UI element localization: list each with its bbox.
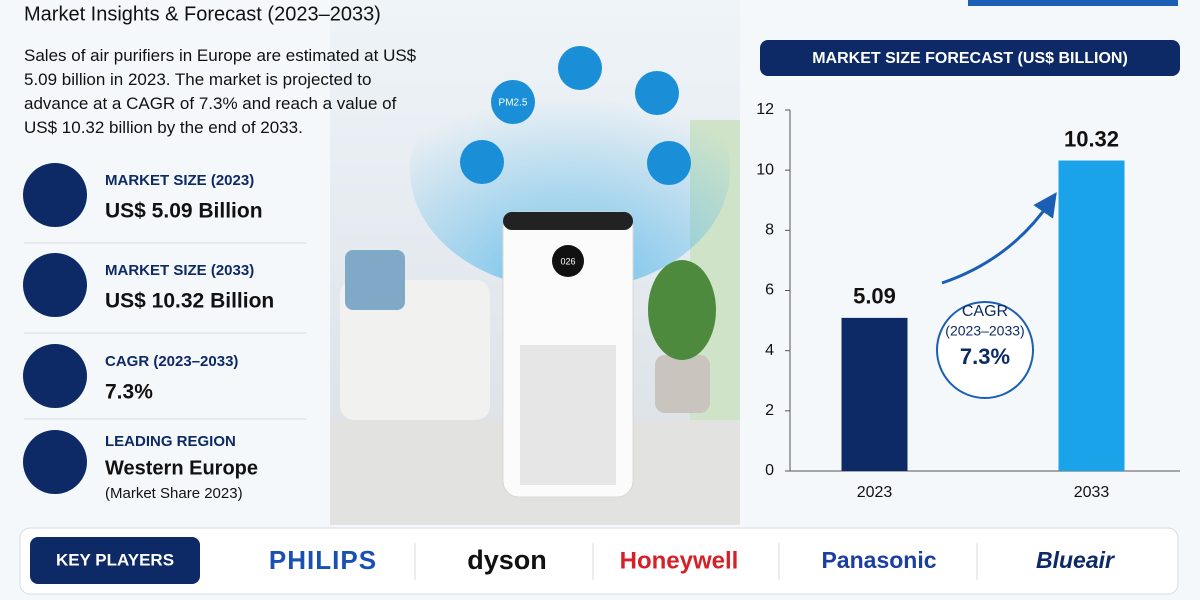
stat-label: MARKET SIZE (2033): [105, 262, 254, 279]
y-tick-label: 2: [765, 402, 774, 419]
icon-leaf: [635, 71, 679, 115]
display: [552, 245, 584, 277]
stat-icon: [23, 163, 87, 227]
stat-value: Western Europe: [105, 457, 258, 479]
player-logo: dyson: [467, 545, 547, 575]
player-logo: Panasonic: [821, 547, 936, 573]
display-text: 026: [560, 256, 575, 266]
growth-arrow: [941, 192, 1057, 285]
cushion: [345, 250, 405, 310]
purifier-grille: [520, 345, 616, 485]
brand-strip: [968, 0, 1178, 6]
chart: MARKET SIZE FORECAST (US$ BILLION) CAGR …: [756, 40, 1180, 501]
bar: [841, 317, 908, 471]
stat-value: US$ 10.32 Billion: [105, 290, 274, 313]
y-tick-label: 8: [765, 222, 774, 239]
x-tick-label: 2033: [1074, 484, 1110, 501]
players-label: KEY PLAYERS: [56, 550, 174, 569]
stat-icon: [23, 253, 87, 317]
page-title: Market Insights & Forecast (2023–2033): [24, 3, 381, 25]
y-tick-label: 10: [756, 161, 774, 178]
value-label: 5.09: [853, 284, 896, 309]
stat-icon: [23, 344, 87, 408]
y-tick-label: 4: [765, 342, 774, 359]
y-tick-label: 0: [765, 462, 774, 479]
purifier-top: [503, 212, 633, 230]
cagr-value: 7.3%: [960, 344, 1010, 369]
icon-building: [558, 46, 602, 90]
icon-wave: [647, 141, 691, 185]
chart-title-bg: [760, 40, 1180, 76]
cagr-period: (2023–2033): [945, 323, 1024, 339]
stat-value: US$ 5.09 Billion: [105, 200, 263, 223]
players-label-bg: [30, 537, 200, 584]
icon-pm-text: PM2.5: [499, 98, 528, 109]
stat-value: 7.3%: [105, 381, 153, 404]
cagr-title: CAGR: [962, 303, 1008, 320]
stats: MARKET SIZE (2023) US$ 5.09 Billion MARK…: [23, 163, 307, 502]
stat-note: (Market Share 2023): [105, 485, 243, 502]
y-tick-label: 6: [765, 282, 774, 299]
stat-label: MARKET SIZE (2023): [105, 172, 254, 189]
x-tick-label: 2023: [857, 484, 893, 501]
sofa: [340, 280, 490, 420]
players-bar: [19, 527, 1179, 595]
icon-sun: [460, 140, 504, 184]
description: Sales of air purifiers in Europe are est…: [24, 46, 417, 137]
cagr-badge: [936, 301, 1034, 399]
value-label: 10.32: [1064, 126, 1119, 151]
icon-pm: [491, 80, 535, 124]
bar: [1058, 160, 1125, 472]
player-logo: Honeywell: [620, 547, 739, 574]
y-tick-label: 12: [756, 101, 774, 118]
stat-icon: [23, 430, 87, 494]
player-logo: PHILIPS: [269, 545, 377, 575]
plant-pot: [655, 355, 710, 413]
chart-title: MARKET SIZE FORECAST (US$ BILLION): [812, 50, 1128, 67]
stat-label: LEADING REGION: [105, 433, 236, 450]
plant: [648, 260, 716, 360]
players: PHILIPS dyson Honeywell Panasonic Blueair: [269, 543, 1115, 580]
player-logo: Blueair: [1036, 547, 1115, 573]
stat-label: CAGR (2023–2033): [105, 353, 238, 370]
